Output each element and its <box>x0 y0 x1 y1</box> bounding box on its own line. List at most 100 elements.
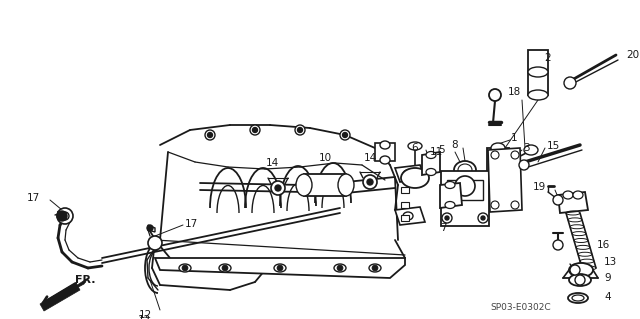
Polygon shape <box>40 283 80 311</box>
Circle shape <box>481 216 485 220</box>
Polygon shape <box>440 183 462 208</box>
FancyBboxPatch shape <box>401 202 409 208</box>
Circle shape <box>295 125 305 135</box>
Ellipse shape <box>524 145 538 155</box>
Circle shape <box>363 175 377 189</box>
Ellipse shape <box>380 141 390 149</box>
Circle shape <box>222 265 228 271</box>
FancyBboxPatch shape <box>401 215 409 221</box>
Text: 12: 12 <box>138 310 152 319</box>
Circle shape <box>570 265 580 275</box>
Ellipse shape <box>380 156 390 164</box>
Text: 9: 9 <box>604 273 611 283</box>
Circle shape <box>61 212 69 220</box>
Polygon shape <box>488 148 522 212</box>
Ellipse shape <box>219 264 231 272</box>
Ellipse shape <box>334 264 346 272</box>
Ellipse shape <box>179 264 191 272</box>
Ellipse shape <box>296 174 312 196</box>
Text: 1: 1 <box>511 133 518 143</box>
Circle shape <box>148 236 162 250</box>
Text: 14: 14 <box>266 158 278 168</box>
Ellipse shape <box>528 67 548 77</box>
Text: 3: 3 <box>523 143 530 153</box>
Text: 17: 17 <box>185 219 198 229</box>
FancyBboxPatch shape <box>528 49 548 94</box>
Circle shape <box>511 151 519 159</box>
Text: 2: 2 <box>545 53 551 63</box>
Circle shape <box>553 240 563 250</box>
Circle shape <box>575 275 585 285</box>
FancyBboxPatch shape <box>304 174 346 196</box>
Circle shape <box>553 195 563 205</box>
Circle shape <box>250 125 260 135</box>
Ellipse shape <box>408 142 422 150</box>
Circle shape <box>147 225 153 231</box>
Ellipse shape <box>572 295 584 301</box>
Text: 11: 11 <box>430 147 444 157</box>
Ellipse shape <box>569 274 591 286</box>
Ellipse shape <box>369 264 381 272</box>
Text: 5: 5 <box>438 145 445 155</box>
Text: 4: 4 <box>604 292 611 302</box>
Ellipse shape <box>445 202 455 209</box>
Circle shape <box>491 201 499 209</box>
Text: 12: 12 <box>138 315 151 319</box>
Ellipse shape <box>401 168 429 188</box>
Ellipse shape <box>454 161 476 179</box>
FancyBboxPatch shape <box>487 148 509 176</box>
Circle shape <box>277 265 283 271</box>
Circle shape <box>182 265 188 271</box>
Circle shape <box>342 132 348 137</box>
Text: 18: 18 <box>508 87 521 97</box>
Text: 17: 17 <box>27 193 40 203</box>
Ellipse shape <box>338 174 354 196</box>
Ellipse shape <box>491 143 505 153</box>
Ellipse shape <box>569 263 593 277</box>
Text: 8: 8 <box>451 140 458 150</box>
Text: 10: 10 <box>319 153 332 163</box>
Circle shape <box>564 77 576 89</box>
Circle shape <box>275 185 281 191</box>
Circle shape <box>442 213 452 223</box>
Polygon shape <box>422 152 440 175</box>
Polygon shape <box>395 207 425 225</box>
Ellipse shape <box>426 152 436 159</box>
Text: FR.: FR. <box>75 275 95 285</box>
Ellipse shape <box>458 164 472 176</box>
Circle shape <box>271 181 285 195</box>
Text: 15: 15 <box>547 141 560 151</box>
FancyBboxPatch shape <box>375 143 395 161</box>
Circle shape <box>455 176 475 196</box>
Circle shape <box>57 208 73 224</box>
Circle shape <box>489 89 501 101</box>
Text: 19: 19 <box>532 182 546 192</box>
Text: 7: 7 <box>440 223 447 233</box>
FancyBboxPatch shape <box>447 180 483 200</box>
Text: 6: 6 <box>412 143 418 153</box>
Polygon shape <box>558 192 588 213</box>
Polygon shape <box>155 258 405 278</box>
Text: 20: 20 <box>626 50 639 60</box>
Circle shape <box>337 265 343 271</box>
Circle shape <box>253 128 257 132</box>
Circle shape <box>367 179 373 185</box>
Text: 16: 16 <box>597 240 611 250</box>
Circle shape <box>478 213 488 223</box>
Circle shape <box>207 132 212 137</box>
FancyBboxPatch shape <box>401 187 409 193</box>
Text: 14: 14 <box>364 153 376 163</box>
Ellipse shape <box>445 182 455 189</box>
Ellipse shape <box>573 191 583 199</box>
Ellipse shape <box>491 171 505 181</box>
Text: SP03-E0302C: SP03-E0302C <box>490 303 550 313</box>
Circle shape <box>519 160 529 170</box>
Ellipse shape <box>426 168 436 175</box>
Ellipse shape <box>403 212 413 220</box>
Polygon shape <box>395 165 425 182</box>
Polygon shape <box>42 278 88 303</box>
Polygon shape <box>148 225 155 232</box>
Circle shape <box>372 265 378 271</box>
Circle shape <box>511 201 519 209</box>
Ellipse shape <box>274 264 286 272</box>
